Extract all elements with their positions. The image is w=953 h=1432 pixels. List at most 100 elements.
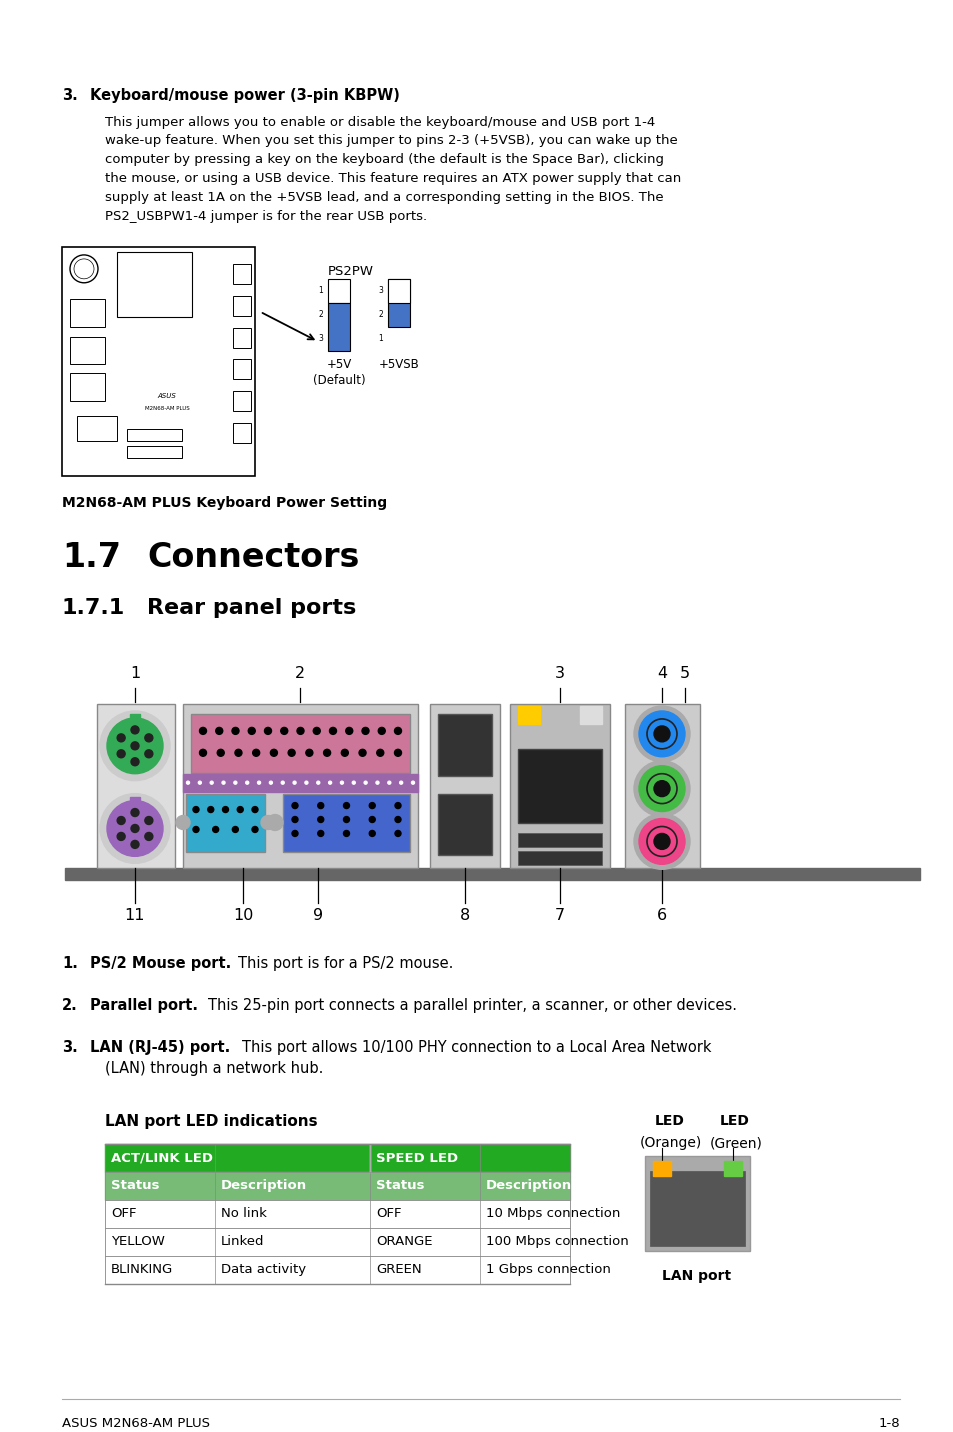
Text: ACT/LINK LED: ACT/LINK LED [111,1151,213,1164]
Bar [579,706,601,725]
Circle shape [388,782,391,785]
Circle shape [199,727,206,735]
Text: 2.: 2. [62,998,77,1012]
Text: +5V: +5V [326,358,352,371]
Bar [105,1200,569,1227]
Circle shape [257,782,260,785]
Text: 9: 9 [313,908,323,924]
Circle shape [222,806,229,812]
Circle shape [145,816,152,825]
Text: the mouse, or using a USB device. This feature requires an ATX power supply that: the mouse, or using a USB device. This f… [105,172,680,185]
Circle shape [305,782,308,785]
Text: M2N68-AM PLUS: M2N68-AM PLUS [145,405,190,411]
Text: wake-up feature. When you set this jumper to pins 2-3 (+5VSB), you can wake up t: wake-up feature. When you set this jumpe… [105,135,677,147]
Bar [644,1156,749,1250]
Text: Description: Description [221,1180,307,1193]
Bar [117,252,192,316]
Text: 4: 4 [657,666,666,682]
Text: 8: 8 [459,908,470,924]
Text: +5VSB: +5VSB [378,358,419,371]
Circle shape [352,782,355,785]
Bar [183,705,417,868]
Circle shape [296,727,304,735]
Circle shape [215,727,222,735]
Bar [649,1171,744,1246]
Bar [130,796,140,802]
Circle shape [395,749,401,756]
Text: Linked: Linked [221,1236,264,1249]
Text: 6: 6 [657,908,666,924]
Text: (Orange): (Orange) [639,1136,701,1150]
Text: 10: 10 [233,908,253,924]
Text: 1 Gbps connection: 1 Gbps connection [485,1263,610,1276]
Circle shape [267,815,283,831]
Circle shape [248,727,255,735]
Circle shape [634,760,689,816]
Bar [723,1161,741,1176]
Text: 1-8: 1-8 [878,1418,899,1431]
Circle shape [292,802,297,809]
Bar [233,263,251,284]
Text: ASUS M2N68-AM PLUS: ASUS M2N68-AM PLUS [62,1418,210,1431]
Text: This 25-pin port connects a parallel printer, a scanner, or other devices.: This 25-pin port connects a parallel pri… [208,998,737,1012]
Text: 2: 2 [377,311,382,319]
Text: LED: LED [720,1114,749,1128]
Circle shape [292,831,297,836]
Circle shape [117,816,125,825]
Bar [233,359,251,379]
Text: LED: LED [655,1114,684,1128]
Text: supply at least 1A on the +5VSB lead, and a corresponding setting in the BIOS. T: supply at least 1A on the +5VSB lead, an… [105,192,663,205]
Text: LAN port LED indications: LAN port LED indications [105,1114,317,1130]
Circle shape [281,782,284,785]
Text: No link: No link [221,1207,267,1220]
Circle shape [246,782,249,785]
Bar [517,833,601,848]
Circle shape [117,750,125,758]
Circle shape [233,782,236,785]
Circle shape [292,816,297,822]
Circle shape [131,742,139,750]
Bar [127,430,182,441]
Text: 11: 11 [125,908,145,924]
Text: Description: Description [485,1180,572,1193]
Text: Keyboard/mouse power (3-pin KBPW): Keyboard/mouse power (3-pin KBPW) [90,87,399,103]
FancyBboxPatch shape [191,715,410,773]
Bar [105,1171,569,1200]
Circle shape [252,826,257,832]
Text: 1: 1 [318,286,323,295]
Bar [388,279,410,302]
Bar [437,793,492,855]
Circle shape [369,831,375,836]
Text: 1.7: 1.7 [62,541,121,574]
Circle shape [317,802,323,809]
Bar [233,328,251,348]
Circle shape [343,802,349,809]
Circle shape [210,782,213,785]
Circle shape [329,727,336,735]
Bar [127,447,182,458]
Circle shape [70,255,98,282]
Circle shape [175,816,190,829]
Circle shape [395,816,400,822]
Text: 3.: 3. [62,87,77,103]
Circle shape [131,758,139,766]
Circle shape [131,726,139,733]
Circle shape [634,706,689,762]
Circle shape [234,749,242,756]
Circle shape [208,806,213,812]
Circle shape [313,727,320,735]
Bar [70,337,105,365]
Text: OFF: OFF [111,1207,136,1220]
Circle shape [117,832,125,841]
Circle shape [639,710,684,756]
Circle shape [264,727,272,735]
Bar [517,706,539,725]
Circle shape [395,802,400,809]
Text: 100 Mbps connection: 100 Mbps connection [485,1236,628,1249]
Text: BLINKING: BLINKING [111,1263,173,1276]
Circle shape [107,800,163,856]
Text: LAN (RJ-45) port.: LAN (RJ-45) port. [90,1040,230,1054]
Bar [97,705,174,868]
Circle shape [145,750,152,758]
Text: ORANGE: ORANGE [375,1236,432,1249]
